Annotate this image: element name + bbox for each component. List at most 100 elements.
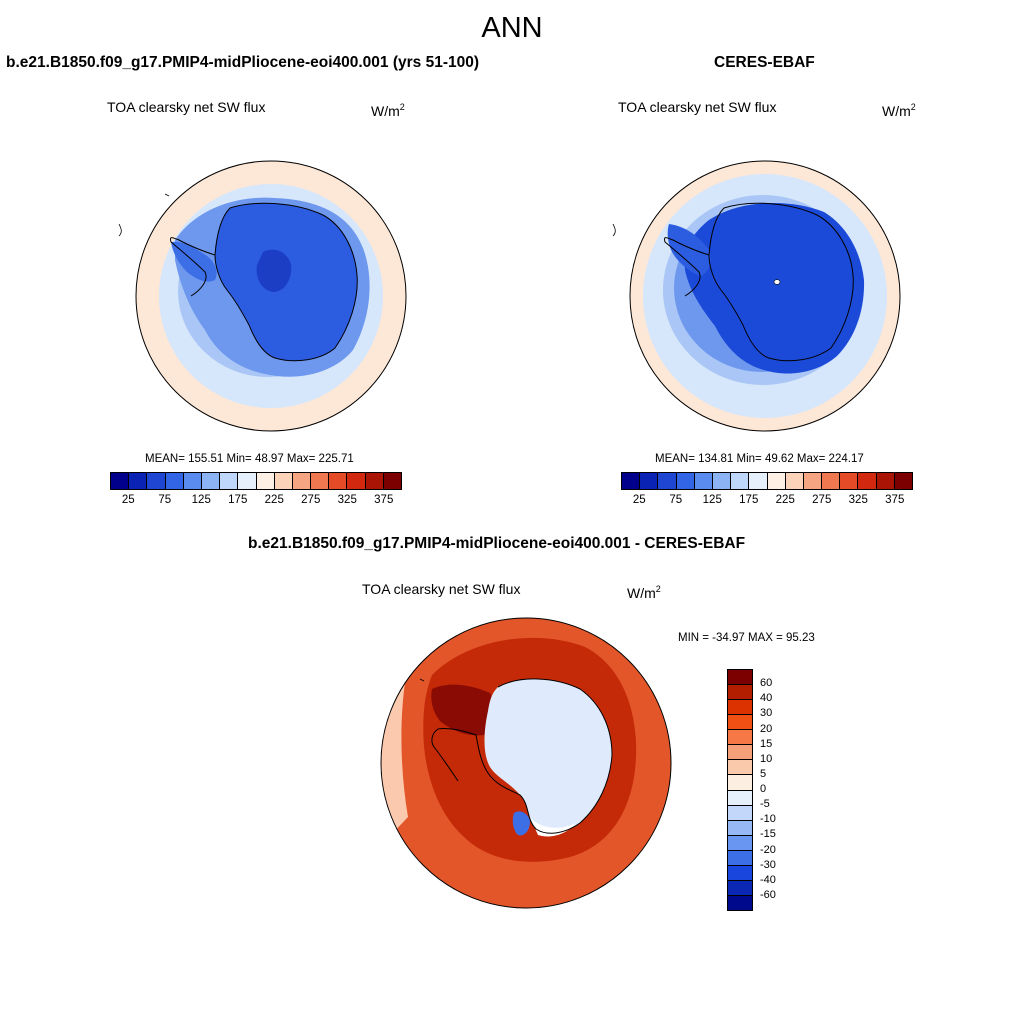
diff-colorbar-cell <box>728 805 752 821</box>
obs-colorbar-cell <box>749 473 768 489</box>
obs-polar-map <box>612 160 901 432</box>
obs-map-border <box>629 160 901 432</box>
obs-colorbar-tick-label: 125 <box>702 494 722 506</box>
model-colorbar-tick-label: 125 <box>191 494 211 506</box>
diff-colorbar-tick-label: -30 <box>760 858 776 871</box>
obs-coastline <box>664 202 854 362</box>
obs-colorbar-cell <box>858 473 877 489</box>
diff-colorbar-cell <box>728 700 752 716</box>
model-colorbar-cell <box>329 473 348 489</box>
obs-colorbar-tick-label: 375 <box>885 494 905 506</box>
model-colorbar-cell <box>165 473 184 489</box>
obs-stats: MEAN= 134.81 Min= 49.62 Max= 224.17 <box>655 453 864 465</box>
diff-colorbar-tick-label: -15 <box>760 828 776 841</box>
model-colorbar <box>110 472 402 490</box>
model-colorbar-cell <box>201 473 221 489</box>
obs-colorbar <box>621 472 913 490</box>
diff-colorbar-cell <box>728 880 752 896</box>
diff-peak-region <box>431 684 495 736</box>
obs-colorbar-cell <box>676 473 695 489</box>
model-colorbar-cell <box>129 473 148 489</box>
obs-colorbar-cell <box>894 473 912 489</box>
obs-colorbar-cell <box>803 473 823 489</box>
obs-colorbar-cell <box>822 473 841 489</box>
diff-negative-pocket <box>512 811 530 836</box>
diff-colorbar-tick-label: -20 <box>760 843 776 856</box>
diff-variable-label: TOA clearsky net SW flux <box>362 581 521 597</box>
model-stats: MEAN= 155.51 Min= 48.97 Max= 225.71 <box>145 453 354 465</box>
diff-coastline <box>431 678 613 834</box>
obs-colorbar-cell <box>640 473 659 489</box>
obs-colorbar-tick-label: 325 <box>848 494 868 506</box>
model-colorbar-cell <box>111 473 130 489</box>
diff-colorbar-tick-label: 10 <box>760 752 773 765</box>
diff-colorbar-tick-label: -5 <box>760 798 770 811</box>
diff-colorbar-tick-label: 5 <box>760 767 767 780</box>
obs-colorbar-cell <box>876 473 895 489</box>
model-colorbar-cell <box>292 473 312 489</box>
model-coastline <box>170 202 358 362</box>
diff-panel-title: b.e21.B1850.f09_g17.PMIP4-midPliocene-eo… <box>248 535 746 552</box>
diff-island-outline <box>381 678 425 718</box>
model-colorbar-tick-label: 325 <box>337 494 357 506</box>
obs-colorbar-tick-label: 175 <box>739 494 759 506</box>
model-colorbar-cell <box>383 473 401 489</box>
diff-colorbar-cell <box>728 685 752 701</box>
model-colorbar-tick-label: 25 <box>121 494 135 506</box>
obs-colorbar-tick-label: 275 <box>812 494 832 506</box>
model-colorbar-tick-label: 175 <box>228 494 248 506</box>
diff-colorbar-cell <box>728 790 752 806</box>
diff-stats: MIN = -34.97 MAX = 95.23 <box>678 632 815 644</box>
figure-title: ANN <box>481 12 543 44</box>
diff-colorbar-cell <box>728 745 752 761</box>
diff-colorbar-cell <box>728 730 752 746</box>
model-colorbar-cell <box>365 473 384 489</box>
obs-colorbar-cell <box>712 473 732 489</box>
diff-colorbar-tick-label: 0 <box>760 783 767 795</box>
diff-colorbar <box>727 669 753 911</box>
obs-colorbar-tick-label: 75 <box>669 494 683 506</box>
model-colorbar-tick-label: 375 <box>374 494 394 506</box>
diff-colorbar-cell <box>728 775 752 791</box>
model-panel-title: b.e21.B1850.f09_g17.PMIP4-midPliocene-eo… <box>6 54 479 71</box>
diff-colorbar-tick-label: 60 <box>760 677 773 690</box>
diff-colorbar-tick-label: 30 <box>760 707 773 720</box>
obs-units-label: W/m2 <box>882 102 916 119</box>
obs-colorbar-cell <box>694 473 713 489</box>
diff-continent-near-zero <box>484 678 612 834</box>
diff-colorbar-cell <box>728 865 752 881</box>
diff-polar-map <box>380 617 672 909</box>
obs-colorbar-cell <box>622 473 641 489</box>
obs-colorbar-cell <box>785 473 804 489</box>
diff-colorbar-cell <box>728 760 752 776</box>
model-colorbar-cell <box>220 473 239 489</box>
model-colorbar-tick-label: 225 <box>264 494 284 506</box>
obs-colorbar-tick-label: 225 <box>775 494 795 506</box>
obs-continent-fill <box>684 202 865 374</box>
model-colorbar-cell <box>147 473 166 489</box>
diff-colorbar-tick-label: -10 <box>760 813 776 826</box>
model-colorbar-cell <box>274 473 293 489</box>
diff-colorbar-tick-label: 40 <box>760 692 773 705</box>
diff-colorbar-tick-label: -60 <box>760 888 776 901</box>
diff-colorbar-cell <box>728 670 752 686</box>
model-colorbar-cell <box>183 473 202 489</box>
model-colorbar-tick-label: 75 <box>158 494 172 506</box>
obs-panel-title: CERES-EBAF <box>714 54 815 71</box>
model-colorbar-cell <box>347 473 366 489</box>
obs-pole-hole <box>773 279 781 285</box>
model-colorbar-cell <box>238 473 257 489</box>
model-variable-label: TOA clearsky net SW flux <box>107 99 266 115</box>
obs-colorbar-cell <box>658 473 677 489</box>
model-plateau-fill <box>256 249 292 292</box>
model-colorbar-tick-label: 275 <box>301 494 321 506</box>
obs-colorbar-cell <box>767 473 786 489</box>
obs-variable-label: TOA clearsky net SW flux <box>618 99 777 115</box>
obs-island-outline <box>612 223 616 237</box>
obs-colorbar-tick-label: 25 <box>632 494 646 506</box>
diff-colorbar-cell <box>728 835 752 851</box>
model-map-border <box>135 160 407 432</box>
model-island-outline <box>118 193 170 237</box>
diff-colorbar-tick-label: 20 <box>760 722 773 735</box>
model-colorbar-cell <box>256 473 275 489</box>
